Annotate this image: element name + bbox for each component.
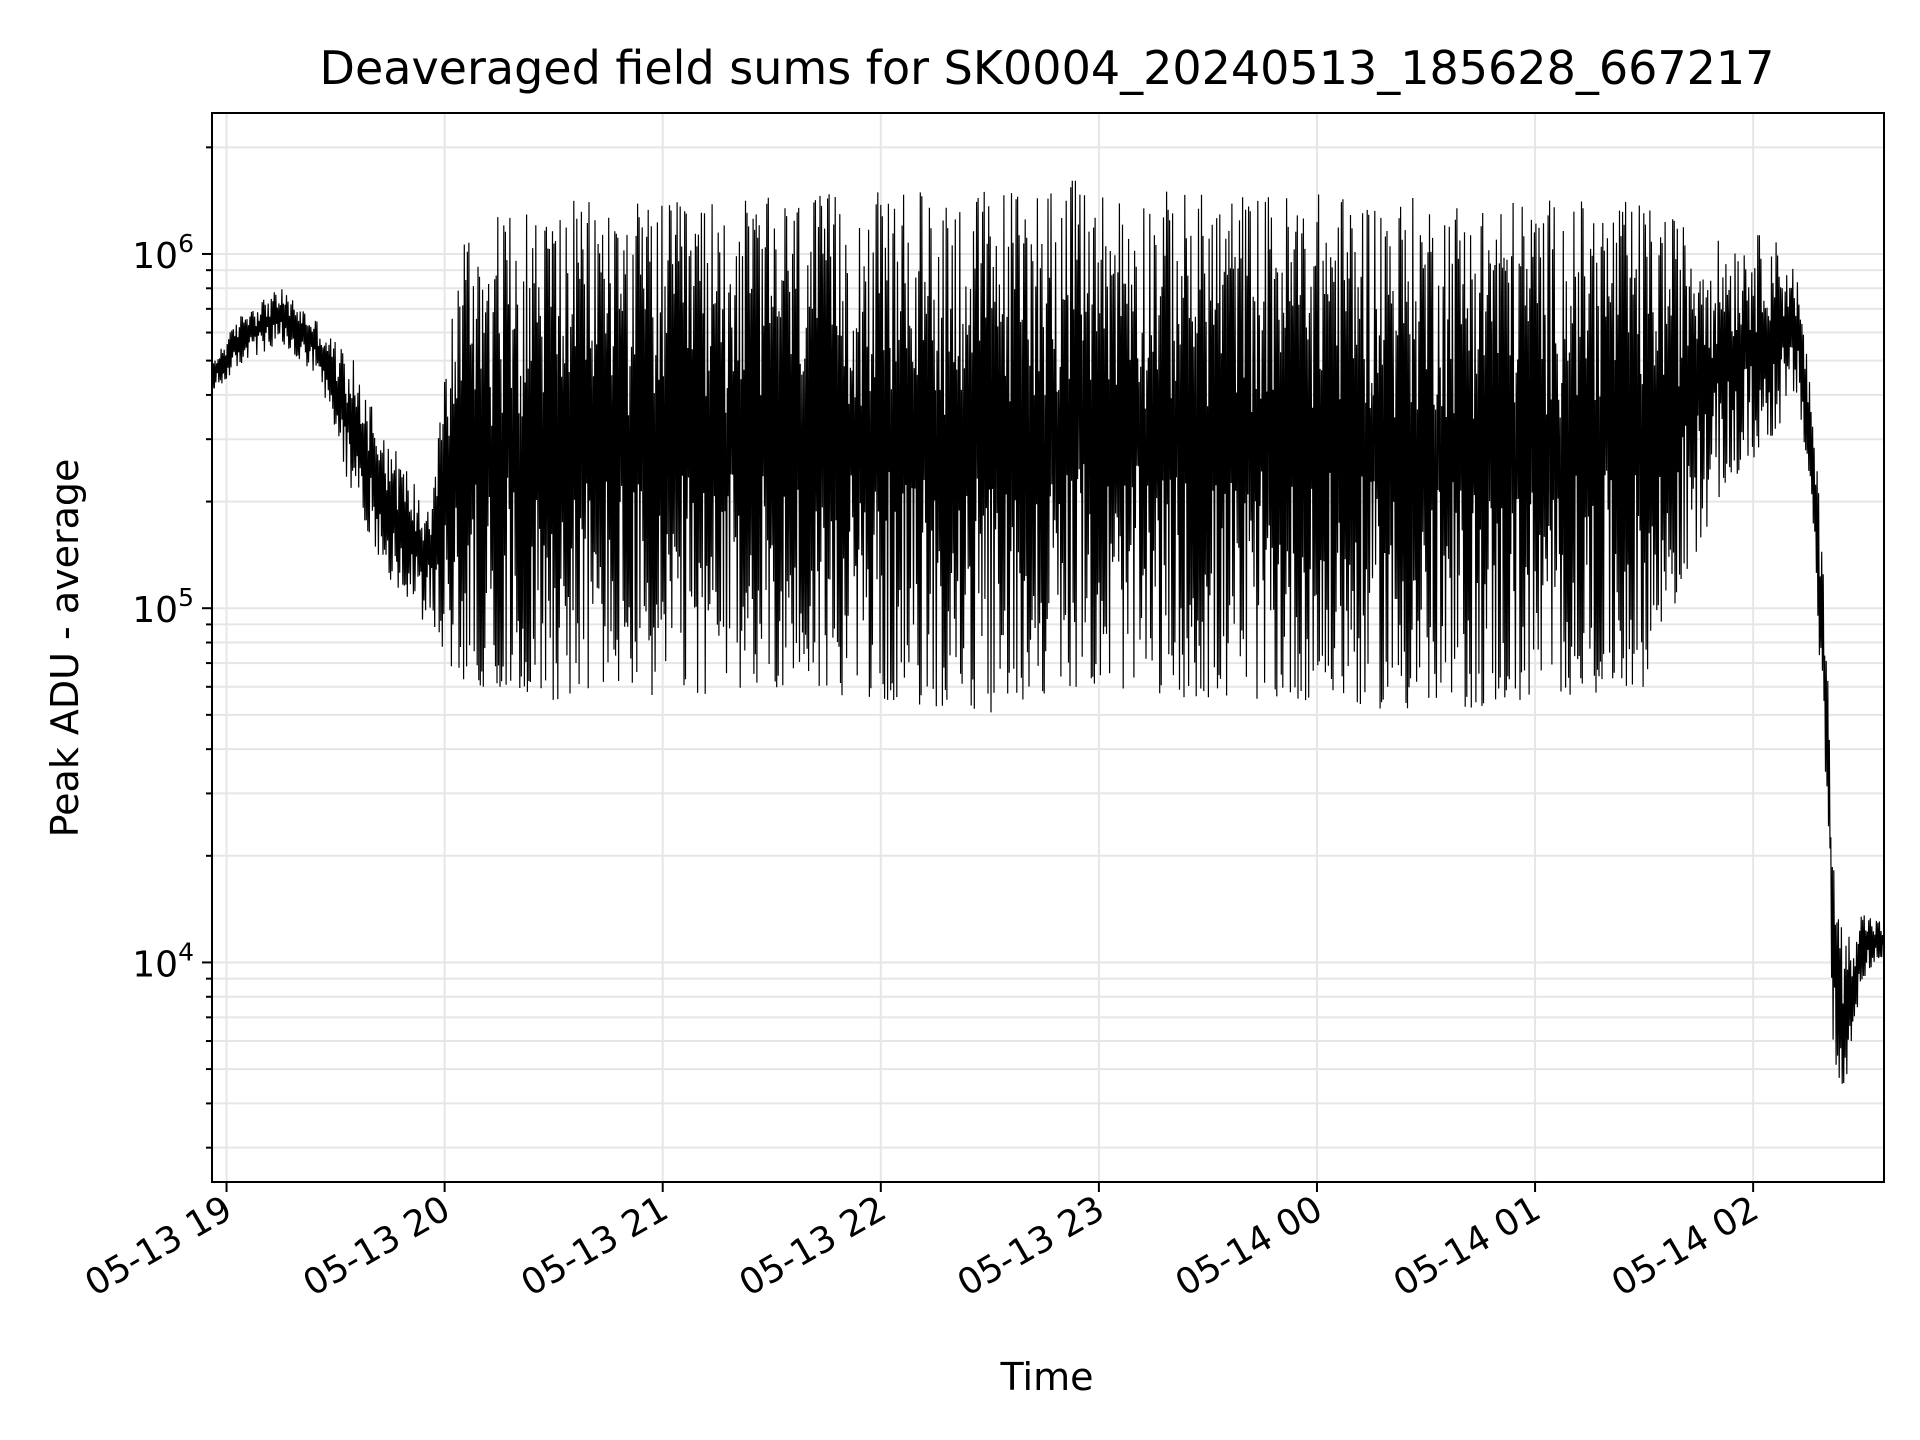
x-axis-label: Time xyxy=(1000,1355,1094,1399)
y-axis: 104 105 106 xyxy=(132,146,212,1149)
y-axis-label: Peak ADU - average xyxy=(43,459,87,838)
plot-frame xyxy=(211,112,1885,1183)
y-tick-label: 106 xyxy=(132,229,194,277)
grid xyxy=(212,113,1884,1182)
data-trace xyxy=(211,180,1885,1084)
chart-title: Deaveraged field sums for SK0004_2024051… xyxy=(320,41,1775,95)
y-tick-label: 105 xyxy=(132,583,194,631)
series-line xyxy=(211,180,1885,1084)
y-tick-label: 104 xyxy=(132,937,194,985)
